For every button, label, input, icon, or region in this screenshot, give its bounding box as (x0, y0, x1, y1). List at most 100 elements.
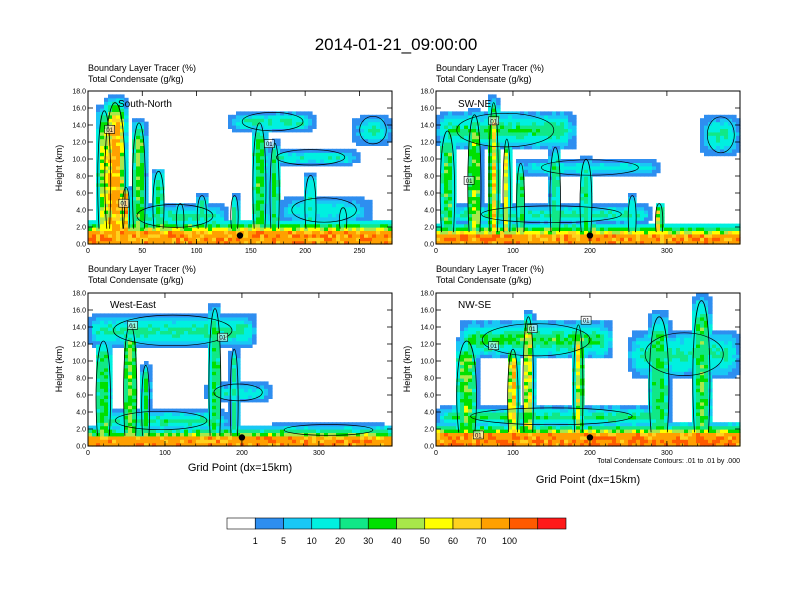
tracer-cell (492, 220, 497, 225)
tracer-cell (204, 230, 209, 235)
tracer-cell (524, 162, 529, 167)
tracer-cell (152, 172, 157, 177)
tracer-cell (504, 165, 509, 170)
tracer-cell (668, 223, 673, 228)
tracer-cell (228, 344, 233, 348)
tracer-cell (500, 125, 505, 129)
tracer-cell (472, 223, 477, 228)
tracer-cell (256, 206, 261, 211)
tracer-cell (160, 193, 165, 197)
tracer-cell (116, 412, 121, 416)
tracer-cell (292, 128, 297, 133)
tracer-cell (192, 439, 197, 444)
tracer-cell (276, 179, 281, 184)
tracer-cell (268, 152, 273, 157)
tracer-cell (100, 432, 105, 437)
tracer-cell (248, 118, 253, 123)
tracer-cell (464, 142, 469, 146)
tracer-cell (356, 442, 361, 447)
tracer-cell (100, 125, 105, 129)
tracer-cell (596, 227, 601, 231)
tracer-cell (140, 344, 145, 348)
tracer-cell (144, 121, 149, 126)
tracer-cell (624, 165, 629, 170)
tracer-cell (476, 233, 481, 238)
tracer-cell (468, 131, 473, 136)
tracer-cell (204, 240, 209, 245)
tracer-cell (344, 425, 349, 430)
tracer-cell (616, 230, 621, 235)
tracer-cell (124, 210, 129, 214)
tracer-cell (176, 442, 181, 447)
tracer-cell (448, 118, 453, 123)
tracer-cell (552, 203, 557, 208)
tracer-cell (264, 135, 269, 140)
tracer-cell (272, 432, 277, 437)
tracer-cell (184, 425, 189, 430)
tracer-cell (568, 169, 573, 174)
tracer-cell (156, 439, 161, 444)
tracer-cell (708, 135, 713, 140)
tracer-cell (120, 118, 125, 123)
tracer-cell (388, 223, 393, 228)
tracer-cell (140, 367, 145, 372)
tracer-cell (136, 179, 141, 184)
tracer-cell (112, 142, 117, 146)
tracer-cell (96, 327, 101, 331)
tracer-cell (124, 182, 129, 187)
tracer-cell (228, 340, 233, 345)
tracer-cell (656, 227, 661, 231)
tracer-cell (284, 227, 289, 231)
tracer-cell (324, 227, 329, 231)
tracer-cell (532, 227, 537, 231)
tracer-cell (520, 128, 525, 133)
tracer-cell (116, 108, 121, 112)
tracer-cell (144, 131, 149, 136)
tracer-cell (276, 196, 281, 201)
tracer-cell (220, 233, 225, 238)
tracer-cell (272, 439, 277, 444)
tracer-cell (344, 206, 349, 211)
tracer-cell (104, 415, 109, 420)
tracer-cell (188, 439, 193, 444)
tracer-cell (260, 435, 265, 440)
tracer-cell (456, 111, 461, 116)
tracer-cell (340, 240, 345, 245)
tracer-cell (256, 391, 261, 396)
tracer-cell (120, 435, 125, 440)
tracer-cell (272, 422, 277, 427)
tracer-cell (448, 189, 453, 194)
tracer-cell (152, 327, 157, 331)
tracer-cell (476, 213, 481, 218)
tracer-cell (296, 439, 301, 444)
tracer-cell (212, 237, 217, 242)
tracer-cell (436, 128, 441, 133)
tracer-cell (456, 128, 461, 133)
tracer-cell (536, 135, 541, 140)
tracer-cell (220, 439, 225, 444)
tracer-cell (264, 148, 269, 153)
tracer-cell (108, 179, 113, 184)
tracer-cell (580, 172, 585, 177)
tracer-cell (636, 227, 641, 231)
tracer-cell (504, 128, 509, 133)
tracer-cell (696, 240, 701, 245)
tracer-cell (480, 172, 485, 177)
tracer-cell (232, 412, 237, 416)
tracer-cell (136, 330, 141, 335)
tracer-cell (300, 227, 305, 231)
tracer-cell (212, 354, 217, 359)
tracer-cell (252, 391, 257, 396)
tracer-cell (620, 230, 625, 235)
tracer-cell (700, 135, 705, 140)
tracer-cell (616, 216, 621, 221)
tracer-cell (520, 230, 525, 235)
tracer-cell (608, 240, 613, 245)
tracer-cell (444, 128, 449, 133)
tracer-cell (248, 398, 253, 403)
tracer-cell (520, 193, 525, 197)
tracer-cell (232, 378, 237, 382)
tracer-cell (368, 138, 373, 143)
tracer-cell (484, 138, 489, 143)
tracer-cell (584, 193, 589, 197)
